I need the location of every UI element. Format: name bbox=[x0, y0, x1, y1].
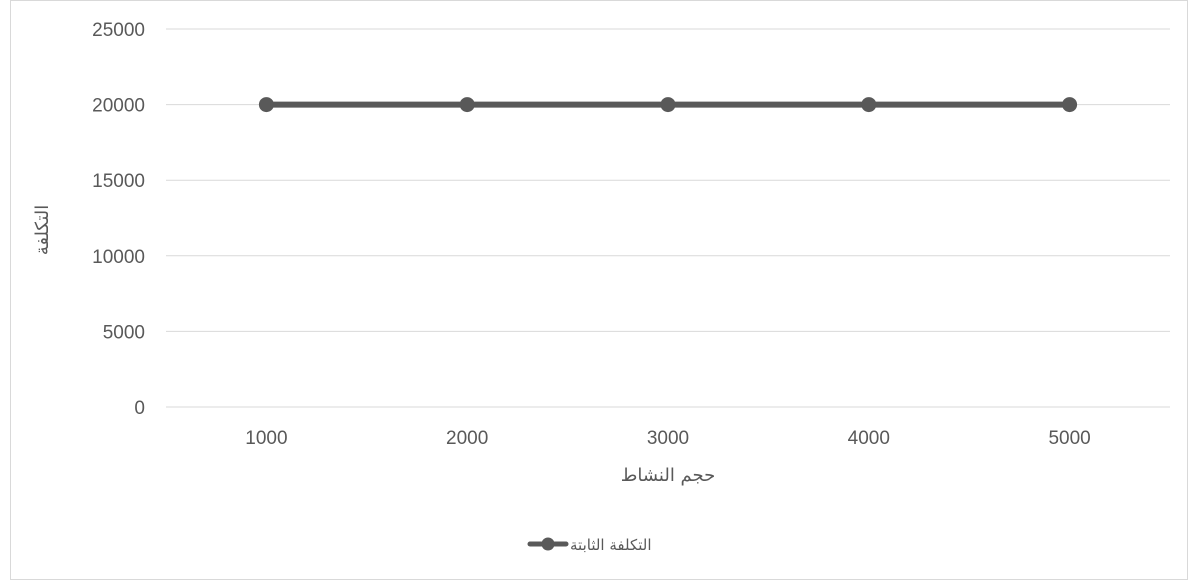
x-axis-ticks: 1000 2000 3000 4000 5000 bbox=[245, 428, 1090, 449]
gridlines bbox=[166, 28, 1170, 408]
x-tick-label: 1000 bbox=[245, 428, 287, 449]
legend: التكلفة الثابتة bbox=[527, 536, 652, 554]
x-tick-label: 5000 bbox=[1048, 428, 1090, 449]
y-tick-label: 5000 bbox=[103, 322, 145, 343]
series-layer bbox=[258, 97, 1078, 113]
x-tick-label: 4000 bbox=[848, 428, 890, 449]
x-axis-title: حجم النشاط bbox=[621, 465, 716, 486]
data-point bbox=[861, 97, 877, 113]
y-axis-ticks: 0 5000 10000 15000 20000 25000 bbox=[92, 20, 145, 419]
y-tick-label: 15000 bbox=[92, 171, 145, 192]
legend-label: التكلفة الثابتة bbox=[570, 536, 652, 554]
legend-point-marker bbox=[541, 537, 555, 551]
data-point bbox=[459, 97, 475, 113]
y-tick-label: 0 bbox=[134, 398, 145, 419]
data-point bbox=[1062, 97, 1078, 113]
y-axis-title: التكلفة bbox=[32, 205, 53, 256]
x-tick-label: 3000 bbox=[647, 428, 689, 449]
data-point bbox=[258, 97, 274, 113]
chart-area bbox=[10, 0, 1188, 580]
data-point bbox=[660, 97, 676, 113]
y-tick-label: 25000 bbox=[92, 20, 145, 41]
x-tick-label: 2000 bbox=[446, 428, 488, 449]
y-tick-label: 10000 bbox=[92, 247, 145, 268]
y-tick-label: 20000 bbox=[92, 96, 145, 117]
